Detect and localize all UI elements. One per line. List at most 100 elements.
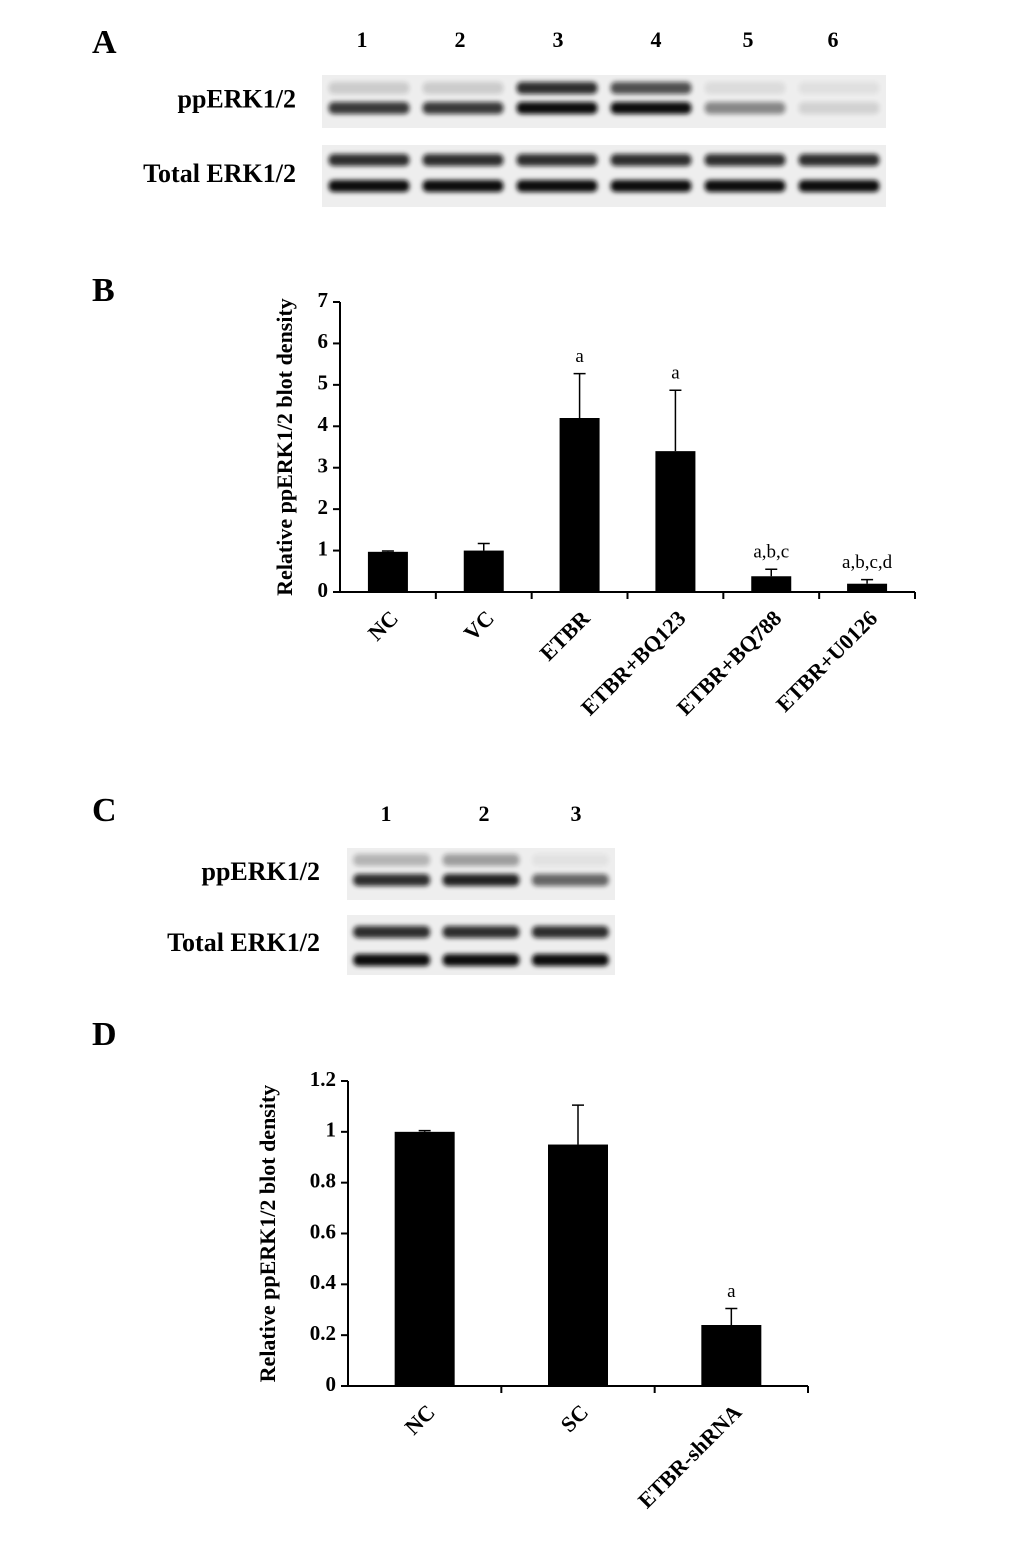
y-tick-label: 0.4 <box>310 1270 337 1294</box>
blot-band <box>422 82 504 94</box>
blot-band <box>442 926 520 938</box>
blot-band <box>610 180 692 192</box>
blot-band <box>531 954 609 966</box>
x-tick-label: NC <box>400 1399 440 1439</box>
blot-band <box>516 102 598 114</box>
lane-number: 1 <box>381 801 392 826</box>
error-bar <box>861 578 874 584</box>
blot-band <box>516 154 598 166</box>
blot-band <box>798 154 880 166</box>
blot-band <box>442 874 520 886</box>
blot-band <box>328 102 410 114</box>
lane-number: 4 <box>651 27 662 52</box>
blot-band <box>442 854 520 866</box>
lane-number: 3 <box>571 801 582 826</box>
blot-band <box>353 926 431 938</box>
blot-band <box>704 180 786 192</box>
bar <box>655 451 696 592</box>
significance-label: a <box>575 346 584 367</box>
y-tick-label: 0.8 <box>310 1168 336 1192</box>
y-tick-label: 0 <box>326 1372 337 1396</box>
blot-band <box>610 102 692 114</box>
panel-letter: B <box>92 272 115 309</box>
error-bar <box>572 1104 584 1145</box>
error-bar <box>381 550 394 552</box>
lane-number: 2 <box>455 27 466 52</box>
blot-band <box>798 82 880 94</box>
error-bar <box>669 389 682 452</box>
blot-band <box>328 180 410 192</box>
bar <box>559 418 600 592</box>
blot-band <box>422 102 504 114</box>
y-tick-label: 5 <box>318 371 329 395</box>
significance-label: a,b,c <box>753 542 789 563</box>
blot-band <box>531 854 609 866</box>
y-tick-label: 2 <box>318 495 329 519</box>
y-axis-label: Relative ppERK1/2 blot density <box>255 1085 280 1383</box>
blot-band <box>422 180 504 192</box>
blot-row-label: ppERK1/2 <box>178 84 297 113</box>
blots: 1 2 3 4 5 6 ppERK1/2 Total ERK1/2 1 2 3 ppERK1/2 Tot… <box>143 27 886 975</box>
x-tick-label: ETBR <box>535 605 596 666</box>
blot-band <box>531 874 609 886</box>
lane-number: 6 <box>828 27 839 52</box>
x-tick-label: SC <box>556 1399 594 1437</box>
error-bar <box>573 372 586 418</box>
blot-band <box>422 154 504 166</box>
y-tick-label: 1.2 <box>310 1067 336 1091</box>
error-bar <box>765 568 778 577</box>
bar <box>751 576 792 592</box>
lane-number: 1 <box>357 27 368 52</box>
blot-band <box>353 954 431 966</box>
y-tick-label: 7 <box>318 288 329 312</box>
error-bar <box>725 1307 738 1325</box>
x-tick-label: VC <box>459 605 499 645</box>
y-tick-label: 0.6 <box>310 1219 336 1243</box>
panel-letter: A <box>92 24 117 61</box>
blot-band <box>442 954 520 966</box>
blot-band <box>704 102 786 114</box>
blot-band <box>798 102 880 114</box>
blot-band <box>531 926 609 938</box>
bar <box>367 551 408 592</box>
y-tick-label: 1 <box>326 1118 337 1142</box>
bar <box>394 1131 455 1386</box>
significance-label: a,b,c,d <box>842 552 893 573</box>
error-bar <box>477 542 490 551</box>
y-tick-label: 6 <box>318 329 329 353</box>
y-axis-label: Relative ppERK1/2 blot density <box>272 298 297 596</box>
y-tick-label: 0.2 <box>310 1321 336 1345</box>
significance-label: a <box>671 363 680 384</box>
y-tick-label: 4 <box>318 412 329 436</box>
x-tick-label: ETBR+U0126 <box>771 605 882 716</box>
panel-letter: C <box>92 792 117 829</box>
blot-row-label: Total ERK1/2 <box>143 159 296 188</box>
y-tick-label: 1 <box>318 536 329 560</box>
blot-band <box>516 180 598 192</box>
blot-band <box>610 82 692 94</box>
bar <box>847 583 888 592</box>
y-tick-label: 3 <box>318 454 329 478</box>
bar <box>701 1325 762 1386</box>
blot-band <box>353 874 431 886</box>
blot-band <box>798 180 880 192</box>
blot-membrane <box>322 145 886 207</box>
blot-band <box>516 82 598 94</box>
bar <box>548 1144 608 1386</box>
lane-number: 5 <box>743 27 754 52</box>
blot-band <box>704 82 786 94</box>
y-tick-label: 0 <box>318 578 329 602</box>
blot-band <box>610 154 692 166</box>
blot-band <box>328 82 410 94</box>
blot-row-label: Total ERK1/2 <box>167 928 320 957</box>
x-tick-label: NC <box>363 605 403 645</box>
blot-band <box>704 154 786 166</box>
blot-band <box>353 854 431 866</box>
lane-number: 3 <box>553 27 564 52</box>
x-tick-label: ETBR-shRNA <box>633 1399 747 1513</box>
error-bar <box>418 1129 431 1132</box>
significance-label: a <box>727 1281 736 1302</box>
bar <box>463 550 504 592</box>
